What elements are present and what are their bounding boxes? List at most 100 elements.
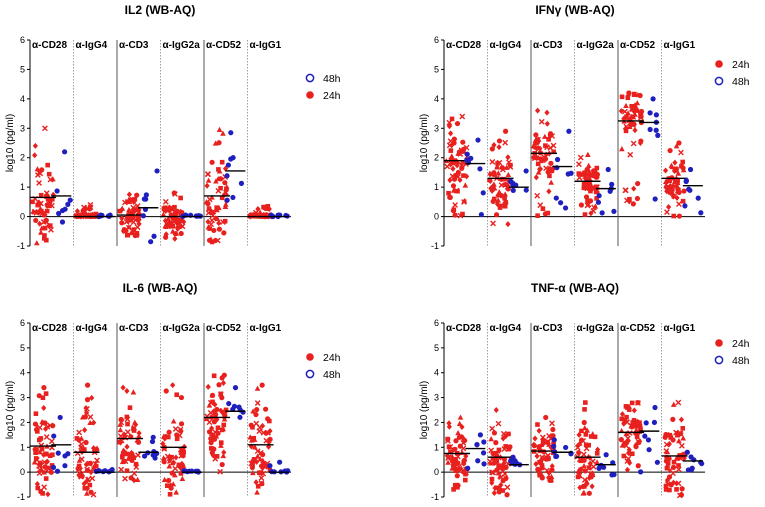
data-point-24h-cd52 <box>205 171 211 178</box>
data-point-48h-cd52 <box>654 459 660 465</box>
data-point-24h-igg2a <box>585 198 590 204</box>
data-point-24h-cd28 <box>448 153 455 159</box>
data-point-24h-cd52 <box>219 427 225 433</box>
data-point-24h-igg2a <box>581 457 587 463</box>
data-point-24h-cd28 <box>42 233 47 238</box>
data-point-24h-igg1 <box>666 441 672 448</box>
y-tick-label: 6 <box>434 318 439 328</box>
data-point-24h-cd52 <box>633 427 640 433</box>
data-point-24h-cd52 <box>217 468 224 475</box>
data-point-24h-igg2a <box>588 434 594 439</box>
data-point-24h-igg2a <box>581 425 588 431</box>
data-point-24h-igg4 <box>489 479 495 486</box>
data-point-48h-igg2a <box>195 468 201 474</box>
data-point-24h-igg4 <box>84 466 90 473</box>
data-point-24h-igg4 <box>487 171 493 178</box>
data-point-24h-cd28 <box>48 438 55 445</box>
data-point-24h-cd28 <box>457 151 464 157</box>
y-tick-label: 1 <box>434 182 439 192</box>
panel-title: IFNγ (WB-AQ) <box>535 3 614 17</box>
data-point-24h-cd3 <box>124 443 130 450</box>
data-point-24h-cd52 <box>221 230 227 236</box>
data-point-48h-cd52 <box>653 127 659 133</box>
group-label-igg4: α-IgG4 <box>490 40 522 51</box>
data-point-24h-cd52 <box>623 128 629 134</box>
data-point-24h-igg2a <box>174 208 180 214</box>
data-point-24h-cd52 <box>213 433 220 439</box>
data-point-24h-cd28 <box>463 144 470 151</box>
data-point-24h-igg4 <box>494 458 500 464</box>
data-point-24h-cd28 <box>41 451 47 458</box>
data-point-48h-igg4 <box>510 180 516 186</box>
data-point-24h-cd28 <box>453 438 459 444</box>
data-point-24h-igg2a <box>161 476 168 483</box>
panel-tnf-wb-aq: TNF-α (WB-AQ) log10 (pg/ml) -1 0 1 2 3 4 5 6 α-CD2… <box>419 281 750 502</box>
data-point-24h-igg2a <box>163 231 169 238</box>
data-point-48h-igg2a <box>607 188 613 194</box>
data-point-24h-igg4 <box>498 203 503 209</box>
group-label-igg1: α-IgG1 <box>664 40 696 51</box>
data-point-24h-igg2a <box>165 215 172 222</box>
data-point-48h-cd28 <box>481 439 487 445</box>
data-point-24h-igg4 <box>89 475 96 482</box>
data-point-24h-cd52 <box>221 422 227 428</box>
data-point-24h-igg1 <box>258 475 265 481</box>
data-point-24h-cd3 <box>130 207 136 213</box>
data-point-24h-cd3 <box>535 422 540 427</box>
group-label-cd3: α-CD3 <box>533 40 563 51</box>
data-point-24h-cd3 <box>131 470 138 477</box>
data-point-24h-igg1 <box>667 147 673 154</box>
y-tick-label: -1 <box>431 241 439 251</box>
data-point-24h-igg4 <box>496 138 503 144</box>
data-point-24h-igg1 <box>250 469 256 476</box>
data-point-24h-igg1 <box>681 188 687 194</box>
data-point-24h-igg1 <box>662 167 669 174</box>
data-point-24h-igg4 <box>78 435 85 441</box>
data-point-24h-cd28 <box>463 471 468 477</box>
data-point-24h-cd28 <box>47 465 52 471</box>
data-point-24h-igg2a <box>169 460 176 466</box>
data-point-24h-cd52 <box>216 126 223 132</box>
data-point-24h-cd52 <box>215 425 221 431</box>
data-point-24h-cd52 <box>220 219 226 225</box>
data-point-24h-igg4 <box>74 208 80 215</box>
data-point-48h-igg1 <box>695 195 701 201</box>
data-point-24h-igg2a <box>164 208 171 214</box>
data-point-24h-igg4 <box>82 447 87 452</box>
data-point-24h-igg4 <box>83 212 89 219</box>
data-point-24h-cd28 <box>457 176 463 183</box>
data-point-24h-cd52 <box>219 375 225 381</box>
data-point-24h-igg4 <box>84 382 91 388</box>
data-point-24h-cd28 <box>41 236 47 241</box>
data-point-24h-cd52 <box>626 407 632 412</box>
data-point-24h-igg4 <box>495 420 502 427</box>
data-point-48h-cd28 <box>481 461 487 467</box>
data-point-24h-cd28 <box>451 176 458 182</box>
data-point-24h-cd52 <box>218 176 224 182</box>
data-point-24h-cd3 <box>548 167 555 174</box>
data-point-24h-cd52 <box>633 444 639 450</box>
data-point-24h-igg1 <box>664 477 671 484</box>
data-point-24h-igg2a <box>170 228 176 234</box>
data-point-24h-cd3 <box>130 389 137 395</box>
data-point-48h-cd52 <box>653 112 659 118</box>
data-point-24h-igg4 <box>501 446 508 452</box>
data-point-24h-cd3 <box>126 191 132 198</box>
data-point-24h-igg4 <box>492 484 498 491</box>
data-point-24h-cd28 <box>445 436 450 442</box>
data-point-24h-cd52 <box>205 177 212 183</box>
data-point-24h-cd28 <box>460 139 466 145</box>
data-point-24h-cd52 <box>204 182 210 189</box>
data-point-24h-cd52 <box>621 420 627 427</box>
data-point-24h-cd3 <box>534 145 540 152</box>
data-point-24h-cd3 <box>551 149 556 155</box>
data-point-24h-igg2a <box>175 225 181 232</box>
data-point-48h-cd28 <box>56 210 62 217</box>
data-point-48h-igg1 <box>682 203 688 209</box>
data-point-24h-cd52 <box>214 207 220 213</box>
data-point-24h-cd3 <box>124 429 131 435</box>
data-point-24h-cd52 <box>209 239 215 245</box>
data-point-24h-igg2a <box>166 429 172 435</box>
data-point-24h-igg2a <box>586 442 591 448</box>
